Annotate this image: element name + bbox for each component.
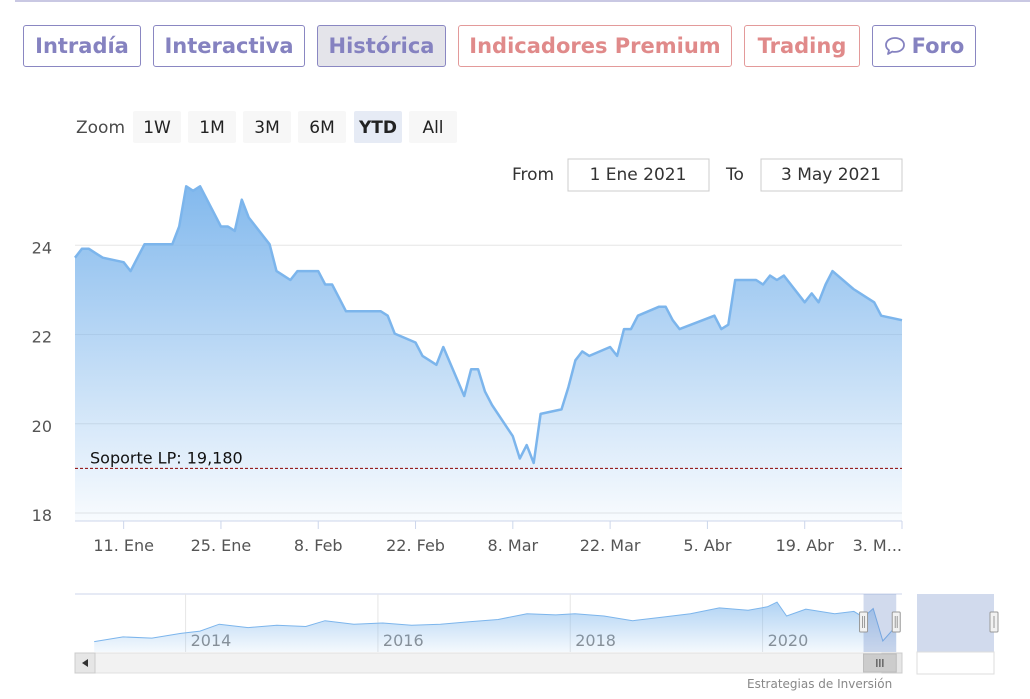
navigator-area xyxy=(94,602,897,652)
navigator: 2014201620182020 xyxy=(74,593,999,675)
x-tick-label: 11. Ene xyxy=(93,536,154,555)
x-tick-label: 3. M... xyxy=(853,536,902,555)
tab-intradia-label: Intradía xyxy=(35,34,129,58)
scroll-left-arrow-icon xyxy=(82,659,88,667)
y-axis: 18 20 22 24 xyxy=(32,238,52,525)
plot-area xyxy=(74,185,903,522)
chat-bubble-icon xyxy=(884,37,905,55)
scrollbar xyxy=(74,652,903,674)
range-selector: From 1 Ene 2021 To 3 May 2021 xyxy=(512,158,903,192)
zoom-button-1m[interactable] xyxy=(188,111,236,143)
x-tick-label: 22. Mar xyxy=(580,536,641,555)
tab-trading-label: Trading xyxy=(757,34,847,58)
zoom-button-all[interactable] xyxy=(409,111,457,143)
tab-interactiva[interactable]: Interactiva xyxy=(153,25,305,67)
navigator-overflow-track xyxy=(916,651,995,675)
zoom-buttons: 1W 1M 3M 6M YTD All xyxy=(133,111,457,143)
x-tick-label: 19. Abr xyxy=(776,536,835,555)
x-tick-label: 5. Abr xyxy=(683,536,731,555)
range-to-label: To xyxy=(725,165,744,185)
zoom-button-label-all: All xyxy=(422,118,443,138)
price-line xyxy=(74,185,903,465)
navigator-handle-body[interactable] xyxy=(891,611,901,633)
tab-indicadores-premium-label: Indicadores Premium xyxy=(469,34,721,58)
range-from-value: 1 Ene 2021 xyxy=(590,165,687,185)
navigator-overflow-panel xyxy=(917,594,994,652)
price-area xyxy=(75,186,902,522)
range-from-input[interactable] xyxy=(567,158,710,192)
navigator-overflow-handle xyxy=(989,611,999,633)
navigator-handle-left[interactable] xyxy=(859,611,869,633)
x-axis: 11. Ene 25. Ene 8. Feb 22. Feb 8. Mar 22. Mar… xyxy=(93,521,903,555)
zoom-button-label-1m: 1M xyxy=(199,118,224,138)
range-from-label: From xyxy=(512,165,554,185)
tab-interactiva-label: Interactiva xyxy=(164,34,294,58)
zoom-button-3m[interactable] xyxy=(243,111,291,143)
y-tick-label: 20 xyxy=(32,417,52,436)
tab-foro-label: Foro xyxy=(911,34,965,58)
navigator-line xyxy=(94,601,897,643)
tab-historica-label: Histórica xyxy=(328,34,435,58)
tab-intradia[interactable]: Intradía xyxy=(23,25,141,67)
zoom-selector: Zoom 1W 1M 3M 6M YTD All xyxy=(76,111,457,143)
zoom-label: Zoom xyxy=(76,118,125,138)
scrollbar-track[interactable] xyxy=(74,652,903,674)
y-tick-label: 18 xyxy=(32,506,52,525)
zoom-button-label-1w: 1W xyxy=(143,118,171,138)
range-to-value: 3 May 2021 xyxy=(781,165,881,185)
zoom-button-1w[interactable] xyxy=(133,111,181,143)
y-tick-label: 22 xyxy=(32,328,52,347)
zoom-button-ytd[interactable] xyxy=(354,111,402,143)
navigator-selection[interactable] xyxy=(863,594,897,652)
navigator-handle-body[interactable] xyxy=(859,611,869,633)
x-tick-label: 25. Ene xyxy=(191,536,252,555)
top-divider xyxy=(15,0,1030,2)
navigator-handle-right[interactable] xyxy=(891,611,901,633)
zoom-button-label-ytd: YTD xyxy=(358,118,397,138)
tab-trading[interactable]: Trading xyxy=(744,25,860,67)
tab-foro[interactable]: Foro xyxy=(872,25,976,67)
tab-historica[interactable]: Histórica xyxy=(317,25,446,67)
support-line-group: Soporte LP: 19,180 xyxy=(75,448,902,469)
y-tick-label: 24 xyxy=(32,238,52,257)
support-label: Soporte LP: 19,180 xyxy=(90,448,243,467)
tab-indicadores-premium[interactable]: Indicadores Premium xyxy=(458,25,732,67)
zoom-button-label-6m: 6M xyxy=(309,118,334,138)
credit-text: Estrategias de Inversión xyxy=(747,677,893,691)
x-tick-label: 22. Feb xyxy=(386,536,445,555)
zoom-button-label-3m: 3M xyxy=(254,118,279,138)
zoom-button-6m[interactable] xyxy=(298,111,346,143)
x-tick-label: 8. Feb xyxy=(294,536,343,555)
x-tick-label: 8. Mar xyxy=(488,536,539,555)
range-to-input[interactable] xyxy=(760,158,903,192)
